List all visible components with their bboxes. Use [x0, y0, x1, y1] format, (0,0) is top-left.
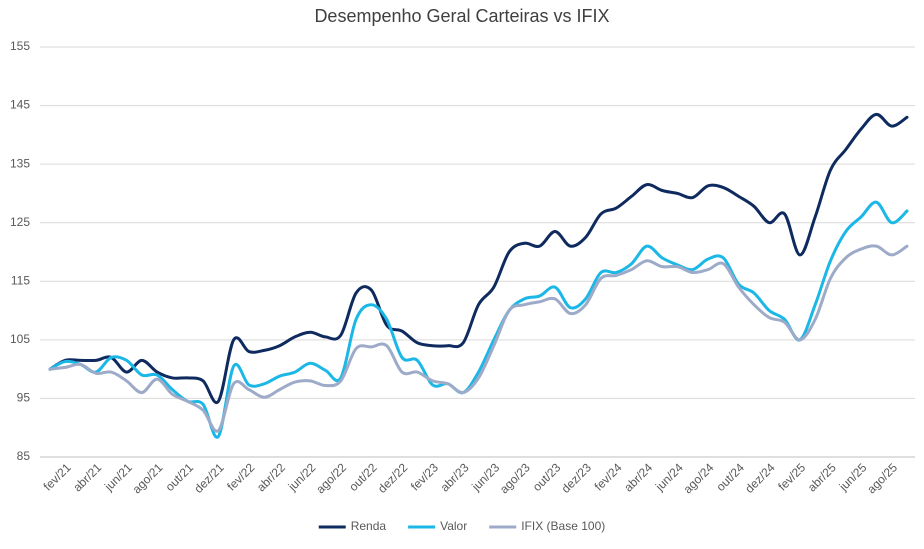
y-tick-label: 135	[10, 156, 30, 170]
x-tick-label: out/23	[530, 460, 564, 494]
y-tick-label: 125	[10, 215, 30, 229]
line-series	[48, 244, 909, 433]
x-tick-label: ago/21	[130, 460, 166, 496]
x-tick-label: out/24	[714, 460, 748, 494]
x-tick-label: fev/22	[224, 460, 257, 493]
x-tick-label: out/21	[163, 460, 197, 494]
chart-title: Desempenho Geral Carteiras vs IFIX	[314, 6, 609, 26]
y-tick-label: 115	[11, 273, 30, 287]
x-tick-label: jun/22	[285, 460, 319, 494]
x-tick-label: ago/25	[864, 460, 900, 496]
legend-label: Renda	[351, 519, 387, 533]
x-tick-label: abr/23	[438, 460, 472, 494]
x-tick-label: dez/21	[191, 460, 227, 496]
y-tick-label: 95	[17, 391, 31, 405]
x-tick-label: jun/25	[836, 460, 870, 494]
x-tick-label: ago/22	[313, 460, 349, 496]
x-tick-label: dez/23	[559, 460, 595, 496]
x-tick-label: abr/24	[621, 460, 655, 494]
x-tick-label: abr/21	[70, 460, 104, 494]
y-tick-label: 145	[10, 98, 30, 112]
line-series	[48, 112, 909, 405]
legend-label: Valor	[440, 519, 467, 533]
y-tick-label: 85	[17, 449, 31, 463]
x-tick-label: jun/23	[468, 460, 502, 494]
x-tick-label: abr/25	[805, 460, 839, 494]
x-tick-label: fev/23	[408, 460, 441, 493]
y-tick-label: 155	[10, 39, 30, 53]
x-tick-label: ago/24	[681, 460, 717, 496]
x-tick-label: fev/21	[41, 460, 74, 493]
line-series	[48, 200, 909, 439]
x-tick-label: jun/24	[652, 460, 686, 494]
x-tick-label: jun/21	[101, 460, 135, 494]
x-tick-label: dez/22	[375, 460, 411, 496]
x-tick-label: fev/25	[775, 460, 808, 493]
x-tick-label: dez/24	[742, 460, 778, 496]
y-tick-label: 105	[10, 332, 30, 346]
x-tick-label: out/22	[346, 460, 380, 494]
legend-label: IFIX (Base 100)	[521, 519, 605, 533]
x-tick-label: abr/22	[254, 460, 288, 494]
x-tick-label: fev/24	[592, 460, 625, 493]
x-tick-label: ago/23	[497, 460, 533, 496]
